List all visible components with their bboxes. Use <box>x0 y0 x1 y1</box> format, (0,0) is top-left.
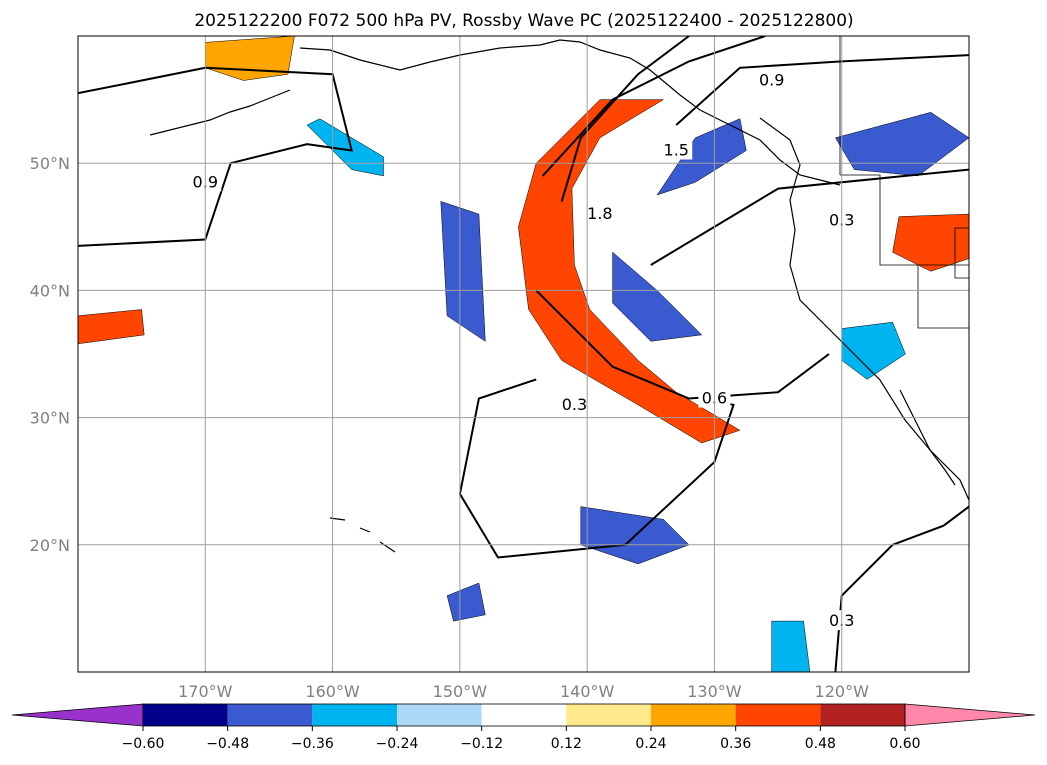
shade-aleutian-negative <box>306 118 384 177</box>
contour-label-0: 0.3 <box>562 395 587 414</box>
colorbar-tick-label: −0.60 <box>122 736 165 752</box>
colorbar-boxes <box>11 703 1036 727</box>
lon-tick-label: 160°W <box>305 682 360 701</box>
colorbar: −0.60 −0.48 −0.36 −0.24 −0.12 0.12 0.24 0.36 0.4… <box>11 703 1036 752</box>
map-panel: 0.30.30.30.60.90.91.51.8 <box>77 35 970 673</box>
pv-shading-layer <box>78 36 969 672</box>
colorbar-tick-label: 0.48 <box>805 736 836 752</box>
colorbar-ticks: −0.60 −0.48 −0.36 −0.24 −0.12 0.12 0.24 0.36 0.4… <box>122 726 921 752</box>
baja-coastline <box>899 389 956 486</box>
colorbar-tick-label: −0.12 <box>460 736 503 752</box>
colorbar-box <box>651 704 736 726</box>
colorbar-under-extension <box>11 703 144 727</box>
contour-label-bg <box>558 393 591 414</box>
contour-label-layer: 0.30.30.30.60.90.91.51.8 <box>189 69 858 631</box>
contour-label-bg <box>660 139 693 160</box>
coastline-layer <box>149 36 969 553</box>
colorbar-box <box>735 704 821 726</box>
contour-label-bg <box>755 69 788 90</box>
lon-tick-label: 170°W <box>178 682 233 701</box>
colorbar-box <box>312 704 397 726</box>
colorbar-tick-label: −0.36 <box>291 736 334 752</box>
colorbar-tick-label: 0.36 <box>720 736 751 752</box>
shade-mid-pacific-negative <box>440 201 486 342</box>
border-lines <box>839 36 969 329</box>
contour-0.3-0 <box>458 378 735 559</box>
contour-label-7: 1.8 <box>587 204 612 223</box>
lat-tick-label: 30°N <box>30 409 70 428</box>
canada-coastline <box>759 117 969 501</box>
contour-label-6: 1.5 <box>664 140 689 159</box>
colorbar-tick-label: 0.60 <box>889 736 920 752</box>
shade-wave-positive-arc <box>518 99 741 444</box>
contour-0.9-4 <box>78 66 354 247</box>
map-background <box>78 36 969 672</box>
colorbar-frame <box>142 703 906 727</box>
colorbar-box <box>481 704 567 726</box>
colorbar-box <box>566 704 651 726</box>
colorbar-tick-label: 0.24 <box>635 736 666 752</box>
longitude-labels: 170°W 160°W 150°W 140°W 130°W 120°W <box>178 682 869 701</box>
lon-tick-label: 140°W <box>560 682 615 701</box>
gridlines <box>78 36 969 672</box>
shade-small-negative-south <box>446 582 486 622</box>
lat-tick-label: 40°N <box>30 281 70 300</box>
lon-tick-label: 150°W <box>433 682 488 701</box>
shade-lower-edge-negative <box>771 620 811 672</box>
contour-0.9-5 <box>675 54 969 126</box>
colorbar-tick-label: −0.48 <box>206 736 249 752</box>
pv-contour-layer <box>78 36 969 672</box>
lat-tick-label: 50°N <box>30 154 70 173</box>
map-frame <box>77 35 970 673</box>
contour-label-bg <box>583 203 616 224</box>
contour-label-5: 0.9 <box>759 71 784 90</box>
lat-tick-label: 20°N <box>30 536 70 555</box>
colorbar-box <box>820 704 905 726</box>
latitude-labels: 20°N 30°N 40°N 50°N <box>30 154 70 555</box>
colorbar-tick-label: −0.24 <box>376 736 419 752</box>
colorbar-box <box>397 704 482 726</box>
colorbar-box <box>143 704 228 726</box>
aleutian-islands <box>149 89 291 136</box>
shade-dateline-positive <box>78 309 145 345</box>
shade-offshore-negative <box>612 251 703 342</box>
colorbar-tick-label: 0.12 <box>551 736 582 752</box>
alaska-coastline <box>299 39 841 186</box>
contour-1.5-6 <box>541 36 766 177</box>
lon-tick-label: 130°W <box>687 682 742 701</box>
shade-pacific-northwest-negative <box>835 112 969 177</box>
colorbar-box <box>227 704 313 726</box>
lon-tick-label: 120°W <box>815 682 870 701</box>
colorbar-over-extension <box>904 703 1036 727</box>
chart-title: 2025122200 F072 500 hPa PV, Rossby Wave … <box>194 11 853 31</box>
contour-1.8-7 <box>560 36 690 202</box>
